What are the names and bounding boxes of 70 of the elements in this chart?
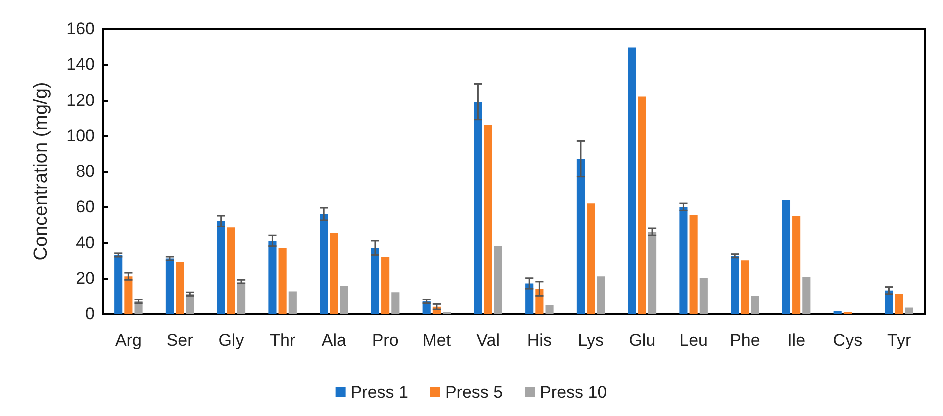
x-tick-label: Lys — [578, 331, 604, 350]
bar — [330, 232, 338, 314]
bar — [782, 200, 791, 314]
x-tick-label: Pro — [372, 331, 399, 350]
bar — [895, 294, 904, 314]
bar — [237, 282, 246, 314]
x-tick-label: Cys — [833, 331, 863, 350]
bar — [802, 277, 811, 314]
y-tick-label: 0 — [86, 304, 95, 324]
bar — [885, 290, 894, 314]
bar — [680, 207, 688, 314]
bar — [700, 278, 708, 314]
bar — [526, 284, 534, 314]
bar — [494, 246, 502, 314]
bar — [268, 240, 277, 314]
bar — [834, 311, 842, 314]
bar — [751, 296, 760, 314]
bar — [288, 292, 297, 314]
bar — [382, 257, 390, 314]
bar — [278, 248, 287, 314]
y-axis-title: Concentration (mg/g) — [31, 82, 52, 261]
bar — [320, 214, 328, 314]
bar — [587, 204, 596, 314]
bar — [648, 232, 657, 314]
bar — [371, 248, 380, 314]
x-tick-label: Leu — [680, 331, 708, 350]
x-tick-label: His — [527, 331, 552, 350]
x-tick-label: Tyr — [888, 331, 912, 350]
bar — [474, 102, 482, 314]
y-tick-label: 120 — [66, 90, 95, 110]
legend-label: Press 10 — [540, 383, 608, 402]
bar — [392, 292, 400, 314]
bar — [576, 159, 586, 314]
x-tick-label: Arg — [115, 331, 142, 350]
x-tick-label: Phe — [730, 331, 760, 350]
x-tick-label: Ser — [166, 331, 194, 350]
bar — [741, 260, 750, 314]
bar — [597, 276, 606, 314]
x-tick-label: Gly — [218, 331, 245, 350]
bar — [176, 262, 184, 314]
bar — [340, 286, 348, 314]
y-tick-label: 60 — [76, 198, 95, 217]
y-tick-label: 160 — [66, 20, 95, 38]
y-tick-label: 80 — [76, 162, 95, 181]
x-tick-label: Ile — [788, 331, 806, 350]
bar — [217, 221, 226, 314]
bar — [114, 255, 123, 314]
y-tick-label: 40 — [76, 233, 95, 252]
bar — [166, 258, 174, 314]
bar — [186, 294, 194, 314]
bar — [546, 305, 554, 314]
bar — [731, 256, 740, 314]
bar — [227, 228, 236, 314]
x-tick-label: Val — [476, 331, 500, 350]
bar — [690, 215, 698, 314]
legend-label: Press 5 — [445, 383, 504, 402]
bar — [628, 48, 636, 314]
bar — [638, 96, 646, 314]
bar — [124, 276, 133, 314]
x-tick-label: Ala — [322, 331, 348, 350]
legend-label: Press 1 — [350, 383, 408, 402]
y-tick-label: 100 — [66, 126, 95, 146]
x-tick-label: Thr — [270, 331, 296, 350]
x-tick-label: Met — [422, 331, 452, 350]
y-tick-label: 140 — [66, 55, 95, 74]
bar — [484, 125, 492, 314]
bar — [905, 308, 914, 314]
x-tick-label: Glu — [629, 331, 656, 350]
bar — [792, 216, 801, 314]
y-tick-label: 20 — [76, 268, 95, 288]
